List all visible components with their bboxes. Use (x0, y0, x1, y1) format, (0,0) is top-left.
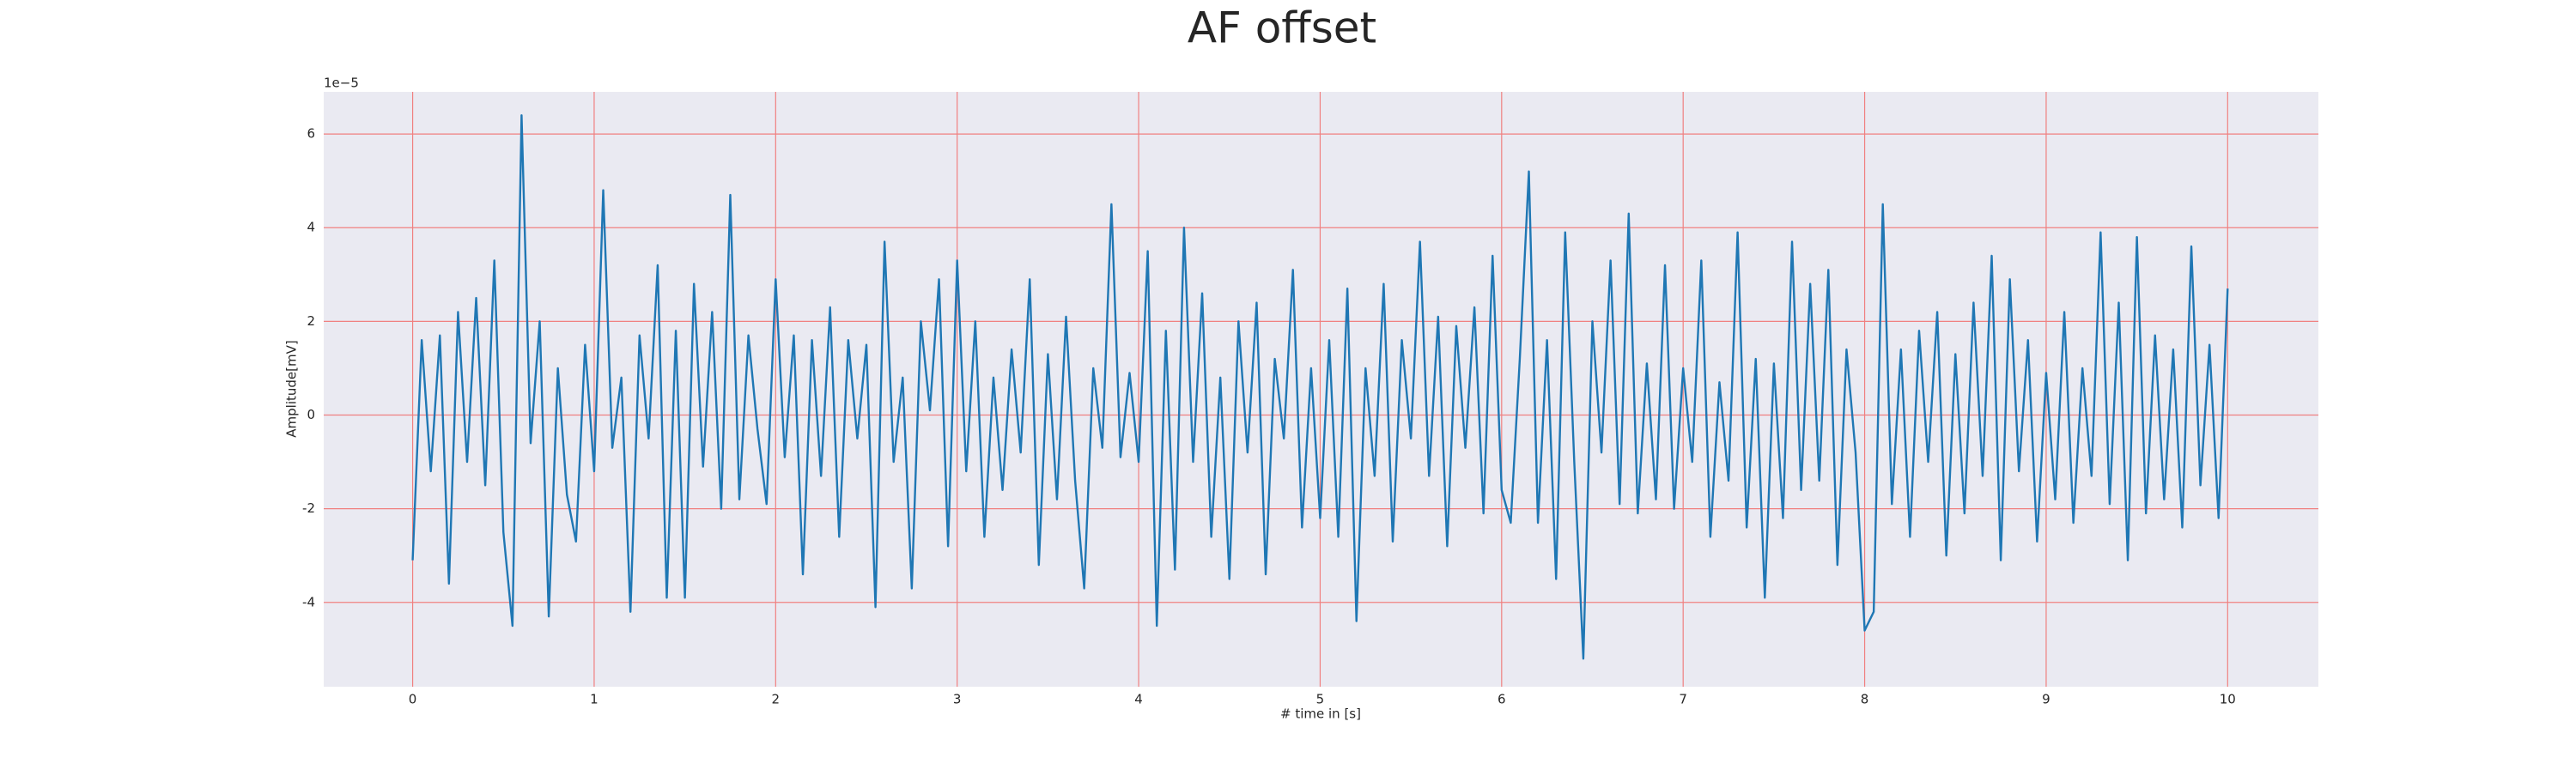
x-tick-label: 10 (2220, 692, 2236, 707)
y-tick-label: 6 (307, 126, 315, 142)
x-tick-label: 0 (409, 692, 417, 707)
x-tick-label: 6 (1498, 692, 1506, 707)
x-tick-label: 4 (1134, 692, 1143, 707)
y-tick-label: 2 (307, 313, 315, 329)
data-line (411, 114, 2229, 660)
chart-title: AF offset (1188, 3, 1376, 53)
x-tick-label: 9 (2042, 692, 2050, 707)
y-offset-label: 1e−5 (324, 76, 359, 91)
y-tick-label: 4 (307, 220, 315, 235)
x-tick-label: 7 (1679, 692, 1687, 707)
x-axis-label: # time in [s] (1280, 706, 1361, 722)
y-tick-label: -4 (302, 594, 315, 609)
y-axis-label: Amplitude[mV] (284, 340, 300, 437)
x-tick-label: 5 (1316, 692, 1325, 707)
y-tick-label: 0 (307, 407, 315, 422)
x-tick-label: 3 (953, 692, 962, 707)
x-tick-label: 8 (1861, 692, 1869, 707)
x-tick-label: 1 (590, 692, 598, 707)
plot-area (324, 92, 2318, 687)
x-tick-label: 2 (772, 692, 781, 707)
y-tick-label: -2 (302, 500, 315, 516)
